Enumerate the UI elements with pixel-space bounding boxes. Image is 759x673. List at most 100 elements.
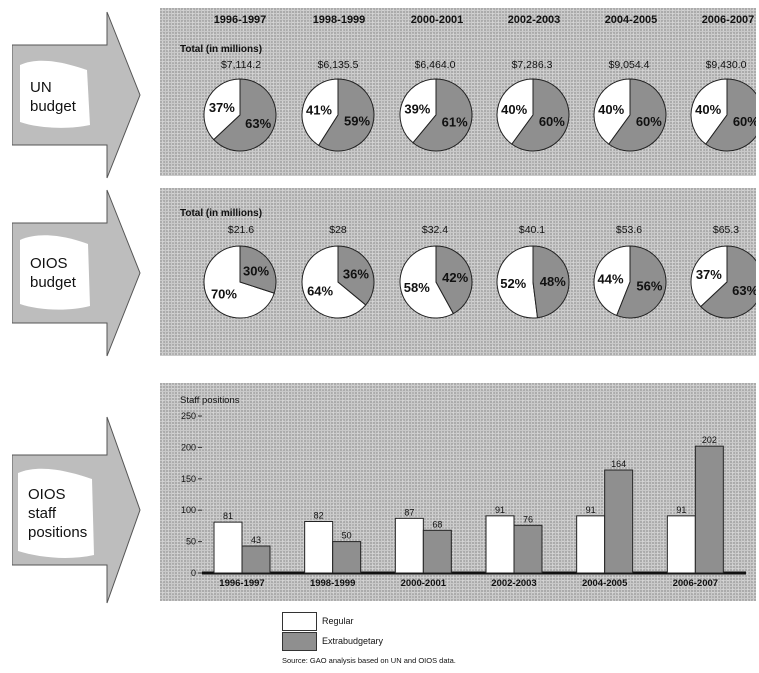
amount-label: $7,286.3 <box>511 59 553 71</box>
total-label: Total (in millions) <box>180 44 263 55</box>
pie-slice-extrabudgetary <box>435 245 473 315</box>
pie-label-extrabudgetary: 42% <box>442 270 468 285</box>
legend-label-regular: Regular <box>322 616 354 626</box>
pie-slice-extrabudgetary <box>318 78 375 152</box>
pie-label-regular: 52% <box>500 276 526 291</box>
bar-regular <box>576 515 606 574</box>
bar-regular <box>485 515 515 574</box>
pie-slice-extrabudgetary <box>239 245 277 294</box>
pie-label-extrabudgetary: 59% <box>344 114 370 129</box>
y-tick-label: 200 <box>181 442 196 452</box>
pie-slice-regular <box>203 78 241 141</box>
source-note: Source: GAO analysis based on UN and OIO… <box>282 656 456 665</box>
pie-label-extrabudgetary: 30% <box>243 263 269 278</box>
pie-slice-extrabudgetary <box>337 245 375 306</box>
amount-label: $21.6 <box>227 224 255 236</box>
amount-label: $7,114.2 <box>220 59 262 71</box>
bar-extrabudgetary <box>513 524 543 574</box>
period-label: 1998-1999 <box>312 14 366 26</box>
pie-slice-extrabudgetary <box>700 245 756 319</box>
bar-value-label: 76 <box>523 514 533 524</box>
arrow-shape-icon <box>12 416 141 604</box>
amount-label: $65.3 <box>712 224 740 236</box>
arrow-oios-budget: OIOS budget <box>12 188 142 358</box>
oios-budget-pies: 70% 30% 64% 36% 58% 42% 52% 48% 44% 56% 37% 63% <box>203 245 756 319</box>
pie-label-extrabudgetary: 36% <box>343 267 369 282</box>
amount-label: $32.4 <box>421 224 449 236</box>
x-category-label: 1998-1999 <box>310 578 355 589</box>
bar-value-label: 91 <box>676 505 686 515</box>
bar-extrabudgetary <box>332 541 362 574</box>
pie-slice-regular <box>203 245 275 319</box>
bar-value-label: 82 <box>314 511 324 521</box>
pie-slice-regular <box>399 78 437 144</box>
bar-extrabudgetary <box>422 529 452 574</box>
amount-label: $6,135.5 <box>317 59 359 71</box>
legend-swatch-regular <box>282 612 317 631</box>
bar-value-label: 43 <box>251 535 261 545</box>
pie-label-regular: 44% <box>598 271 624 286</box>
y-tick-label: 150 <box>181 474 196 484</box>
pie-slice-regular <box>496 78 534 145</box>
pie-slice-regular <box>301 245 367 319</box>
amount-label: $6,464.0 <box>414 59 456 71</box>
oios-budget-panel: Total (in millions) $21.6 $28 $32.4 $40.… <box>160 188 756 356</box>
pie-label-regular: 64% <box>307 283 333 298</box>
y-tick-label: 100 <box>181 505 196 515</box>
pie-slice-extrabudgetary <box>705 78 756 152</box>
y-tick-label: 50 <box>186 537 196 547</box>
bar-value-label: 91 <box>495 505 505 515</box>
x-category-label: 1996-1997 <box>219 578 264 589</box>
pie-label-extrabudgetary: 63% <box>245 116 271 131</box>
pie-label-regular: 37% <box>696 267 722 282</box>
un-budget-pies: 37% 63% 41% 59% 39% 61% 40% 60% 40% 60% 40% 60% <box>203 78 756 152</box>
x-category-label: 2004-2005 <box>582 578 628 589</box>
bar-regular <box>304 521 334 574</box>
pie-label-extrabudgetary: 48% <box>540 274 566 289</box>
arrow-label-oios-budget: OIOS budget <box>30 255 76 291</box>
amount-label: $53.6 <box>615 224 643 236</box>
pie-slice-extrabudgetary <box>616 245 667 319</box>
legend-swatch-extrabudgetary <box>282 632 317 651</box>
bar-regular <box>394 517 424 574</box>
total-label: Total (in millions) <box>180 208 263 219</box>
bar-extrabudgetary <box>241 545 271 574</box>
un-budget-panel: 1996-1997 1998-1999 2000-2001 2002-2003 … <box>160 8 756 176</box>
pie-slice-regular <box>690 245 728 308</box>
pie-label-regular: 70% <box>211 287 237 302</box>
pie-slice-extrabudgetary <box>213 78 277 152</box>
pie-label-regular: 40% <box>695 102 721 117</box>
bar-value-label: 91 <box>586 505 596 515</box>
bar-value-label: 87 <box>404 507 414 517</box>
bar-regular <box>666 515 696 574</box>
period-label: 1996-1997 <box>213 14 267 26</box>
pie-label-regular: 41% <box>306 102 332 117</box>
y-tick-label: 0 <box>191 568 196 578</box>
pie-slice-regular <box>399 245 455 319</box>
bar-value-label: 81 <box>223 511 233 521</box>
pie-label-regular: 37% <box>209 100 235 115</box>
period-label: 2004-2005 <box>604 14 658 26</box>
amount-label: $9,054.4 <box>608 59 650 71</box>
pie-label-extrabudgetary: 61% <box>442 115 468 130</box>
amount-label: $28 <box>329 224 347 236</box>
pie-label-extrabudgetary: 60% <box>636 114 662 129</box>
pie-slice-extrabudgetary <box>412 78 473 152</box>
pie-label-regular: 40% <box>598 102 624 117</box>
x-category-label: 2000-2001 <box>401 578 447 589</box>
pie-slice-regular <box>593 245 631 317</box>
pie-label-regular: 40% <box>501 102 527 117</box>
pie-slice-extrabudgetary <box>511 78 570 152</box>
oios-staff-panel: Staff positions 0 50 100 150 200 250 81 43 1996-… <box>160 383 756 601</box>
pie-label-extrabudgetary: 60% <box>733 114 756 129</box>
y-tick-label: 250 <box>181 411 196 421</box>
pie-slice-extrabudgetary <box>608 78 667 152</box>
arrow-un-budget: UN budget <box>12 10 142 180</box>
bar-regular <box>213 521 243 574</box>
staff-axis-label: Staff positions <box>180 395 240 406</box>
arrow-shape-icon <box>12 189 141 357</box>
bar-extrabudgetary <box>694 445 724 574</box>
period-label: 2000-2001 <box>410 14 464 26</box>
bar-value-label: 50 <box>342 531 352 541</box>
x-category-label: 2006-2007 <box>673 578 718 589</box>
